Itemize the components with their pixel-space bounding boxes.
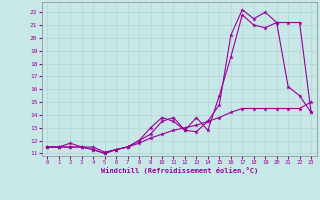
X-axis label: Windchill (Refroidissement éolien,°C): Windchill (Refroidissement éolien,°C)	[100, 167, 258, 174]
